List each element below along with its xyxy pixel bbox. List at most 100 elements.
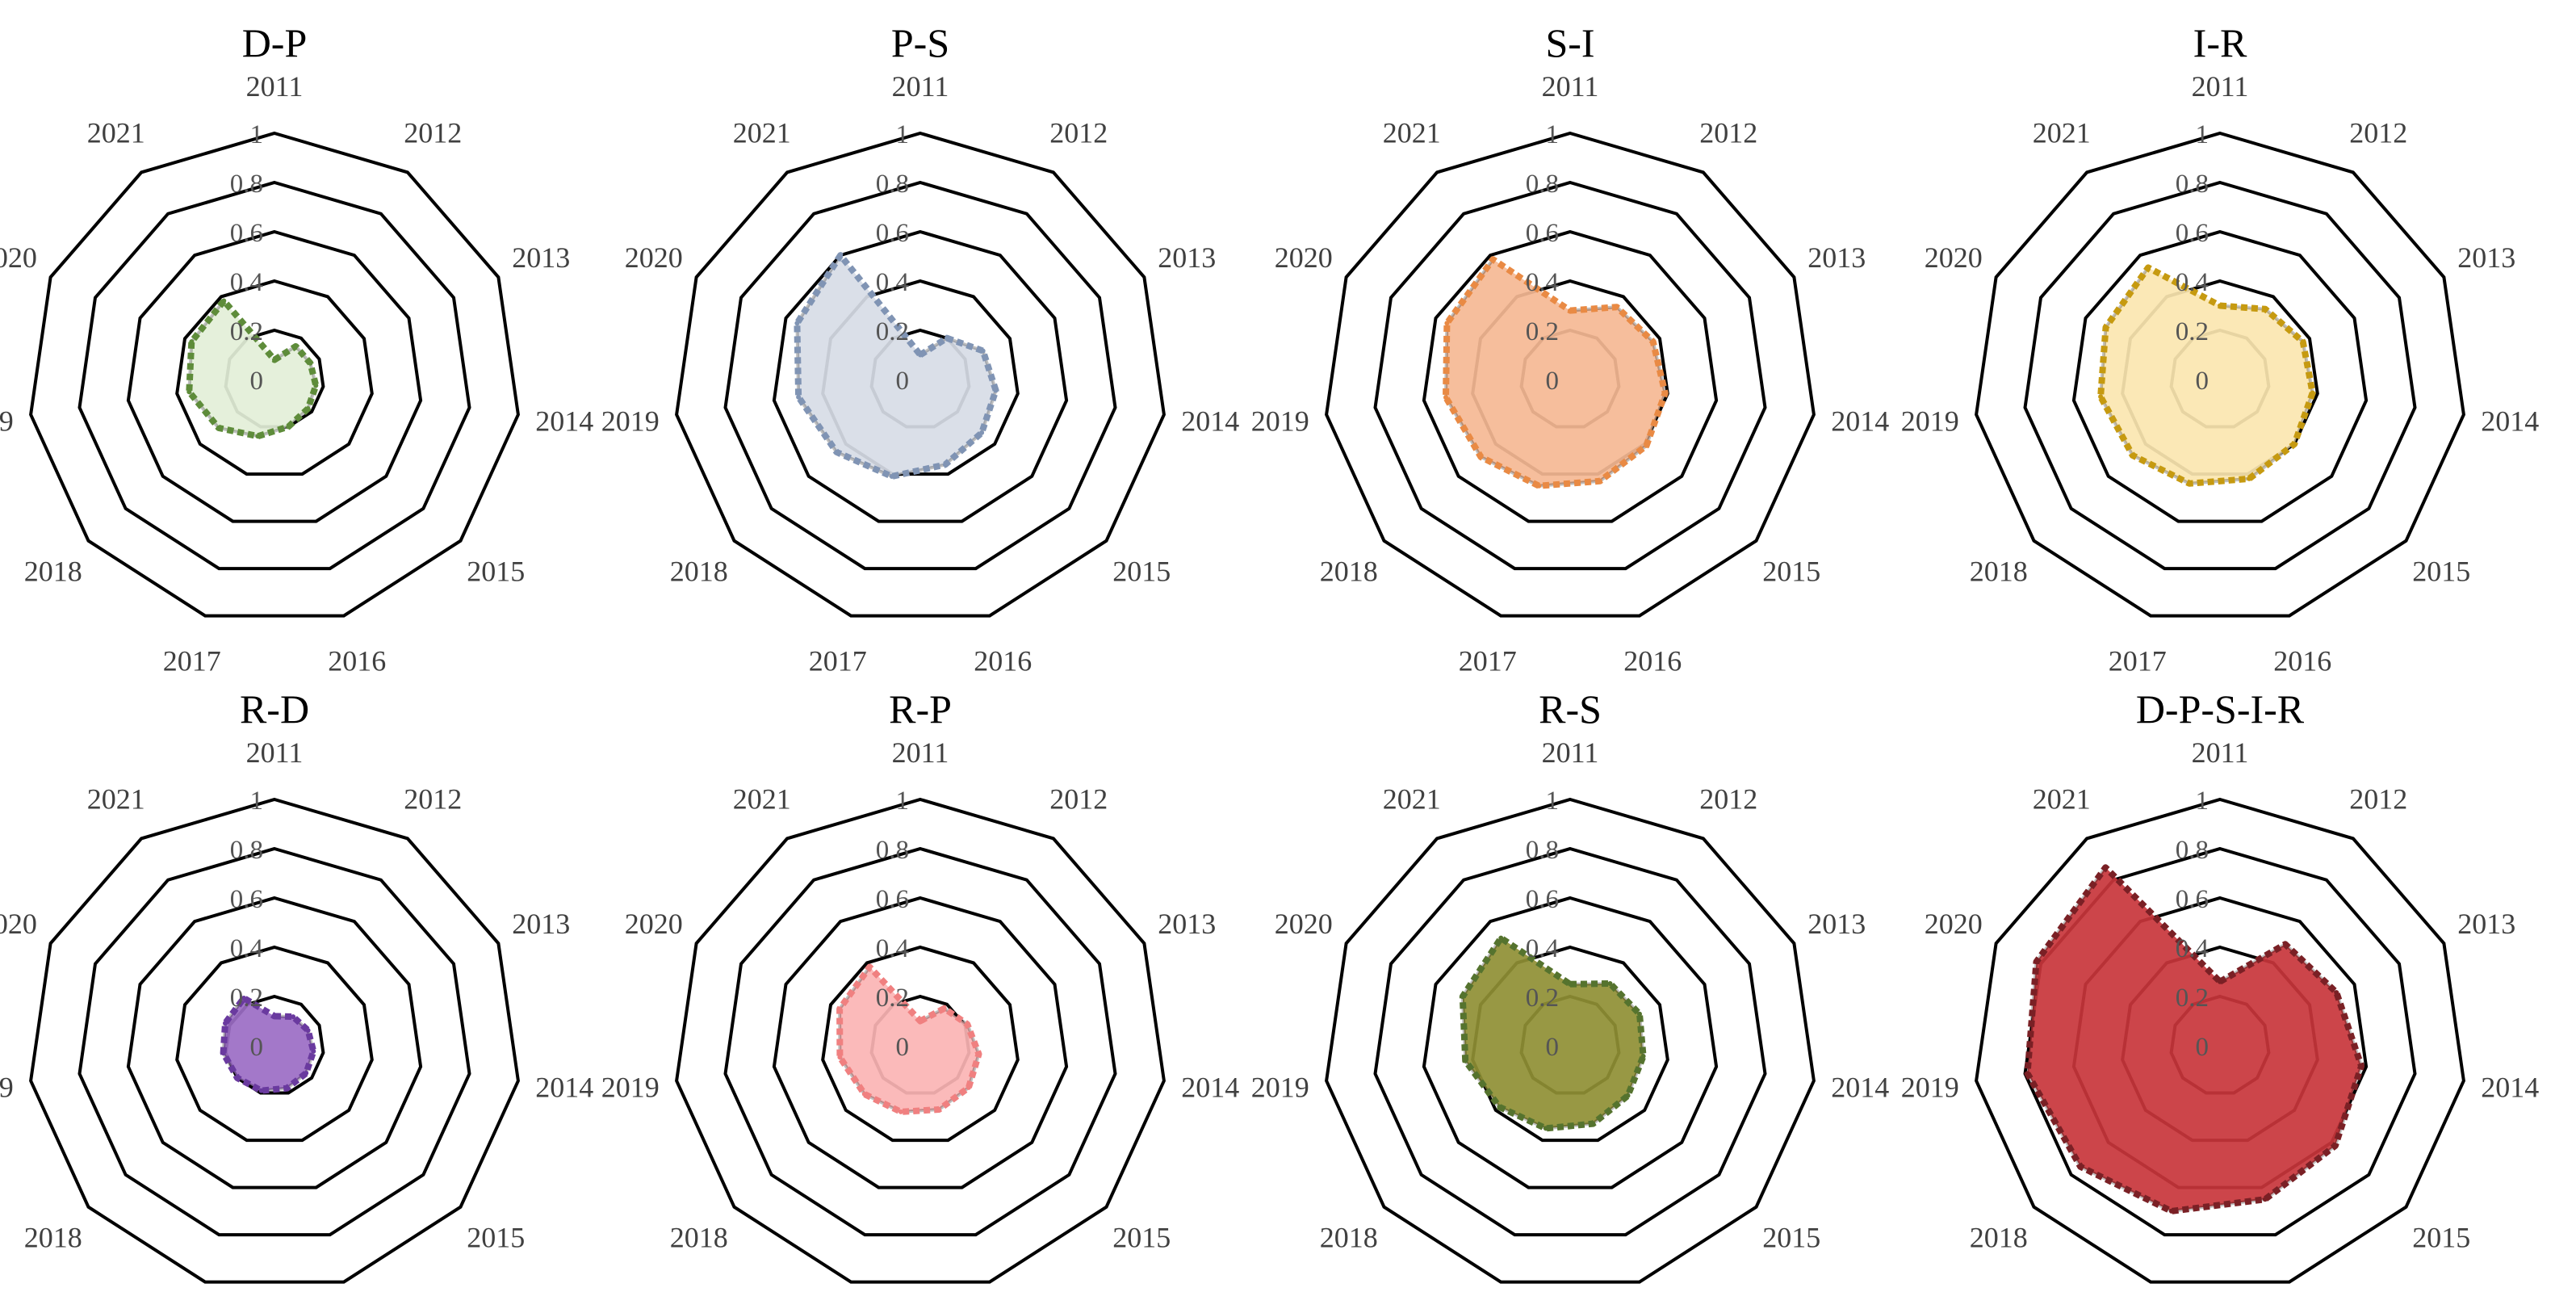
category-label-2020: 2020 [1925, 241, 1983, 274]
data-point-2011 [272, 1013, 277, 1019]
category-label-2020: 2020 [0, 241, 37, 274]
category-label-2021: 2021 [2033, 783, 2091, 816]
radar-panel-d-p: D-P 0 0.2 0.4 0.6 0.8 1 2011 2012 2013 2014 2015 201… [0, 20, 593, 677]
data-point-2021 [2103, 865, 2109, 870]
category-label-2021: 2021 [1383, 783, 1441, 816]
radial-tick-label: 0.8 [230, 836, 263, 865]
category-label-2012: 2012 [1699, 117, 1757, 149]
category-label-2011: 2011 [2192, 70, 2249, 103]
data-point-2016 [942, 462, 948, 468]
grid-ring-0-6 [772, 229, 1069, 523]
category-label-2021: 2021 [87, 117, 145, 149]
radial-tick-label: 0.6 [876, 219, 909, 248]
category-label-2013: 2013 [1158, 908, 1216, 940]
data-point-2021 [867, 964, 873, 970]
panel-title-r-s: R-S [1539, 686, 1602, 732]
radial-tick-label: 0.8 [1526, 170, 1559, 199]
data-point-2014 [1640, 1054, 1646, 1059]
data-point-2017 [898, 1109, 903, 1114]
grid-ring-0-6 [126, 229, 423, 523]
category-label-2019: 2019 [0, 405, 14, 438]
data-point-2018 [1478, 454, 1484, 459]
data-point-2016 [284, 1085, 290, 1091]
series-area-r-s [1462, 938, 1644, 1129]
category-label-2017: 2017 [163, 644, 221, 677]
category-label-2019: 2019 [1251, 405, 1309, 438]
data-point-2012 [945, 335, 949, 341]
category-label-2018: 2018 [1320, 556, 1378, 588]
category-label-2015: 2015 [1762, 1222, 1820, 1254]
data-point-2014 [2359, 1063, 2364, 1069]
radial-tick-label: 0.4 [1526, 934, 1559, 963]
category-label-2020: 2020 [1275, 908, 1333, 940]
series-outline-i-r [2097, 264, 2316, 487]
grid-ring-0-4 [821, 945, 1020, 1143]
data-point-2018 [861, 1091, 867, 1097]
radial-tick-label: 0.4 [230, 268, 263, 297]
grid-ring-0-8 [1373, 846, 1767, 1237]
data-point-2015 [1625, 1093, 1631, 1098]
data-point-2018 [216, 425, 221, 430]
data-point-2021 [2146, 265, 2151, 271]
category-label-2015: 2015 [1112, 1222, 1171, 1254]
series-area-d-p-s-i-r [2027, 867, 2362, 1211]
category-label-2020: 2020 [1925, 908, 1983, 940]
radial-tick-label: 0 [896, 367, 910, 396]
category-label-2016: 2016 [328, 644, 386, 677]
category-label-2015: 2015 [1762, 556, 1820, 588]
series-area-d-p [189, 300, 316, 437]
data-point-2014 [311, 1048, 316, 1054]
category-label-2013: 2013 [1807, 241, 1866, 274]
radar-panel-i-r: I-R 0 0.2 0.4 0.6 0.8 1 2011 2012 2013 2014 2015 201… [1901, 20, 2540, 677]
panel-title-p-s: P-S [891, 20, 949, 65]
radial-tick-label: 0 [896, 1033, 910, 1062]
data-point-2015 [2332, 1143, 2338, 1148]
radial-tick-label: 0 [2196, 367, 2209, 396]
data-point-2012 [1607, 981, 1613, 986]
data-point-2015 [1644, 443, 1649, 448]
radial-tick-label: 0 [1546, 1033, 1560, 1062]
radial-tick-label: 0.2 [876, 317, 909, 346]
grid-ring-1 [1325, 131, 1816, 618]
radial-tick-label: 0 [250, 1033, 264, 1062]
category-label-2015: 2015 [467, 556, 525, 588]
data-point-2014 [2310, 390, 2315, 396]
grid-ring-0-8 [77, 180, 471, 571]
data-point-2011 [918, 1018, 923, 1024]
series-outline-p-s [794, 252, 999, 480]
radial-tick-label: 0.6 [230, 885, 263, 914]
category-label-2021: 2021 [733, 117, 791, 149]
data-point-2015 [979, 430, 985, 435]
category-label-2012: 2012 [2349, 117, 2407, 149]
radial-tick-label: 0.6 [1526, 885, 1559, 914]
data-point-2011 [1568, 308, 1573, 313]
data-point-2020 [189, 339, 195, 345]
data-point-2015 [2292, 441, 2297, 447]
category-label-2019: 2019 [1251, 1072, 1309, 1104]
radial-tick-label: 1 [1546, 787, 1560, 816]
radial-tick-label: 0 [1546, 367, 1560, 396]
radar-panel-r-s: R-S 0 0.2 0.4 0.6 0.8 1 2011 2012 2013 2014 2015 201… [1251, 686, 1889, 1284]
radar-panel-d-p-s-i-r: D-P-S-I-R 0 0.2 0.4 0.6 0.8 1 2011 2012 2013 2014 2… [1901, 686, 2539, 1284]
radial-tick-label: 0 [2196, 1033, 2209, 1062]
category-label-2011: 2011 [2192, 736, 2249, 769]
grid-ring-0-8 [723, 180, 1117, 571]
radial-tick-label: 0.4 [2176, 268, 2209, 297]
series-outline-d-p [186, 297, 320, 440]
data-point-2019 [186, 389, 192, 395]
data-point-2019 [2025, 1071, 2030, 1076]
category-label-2019: 2019 [0, 1072, 14, 1104]
radial-tick-label: 1 [2196, 120, 2209, 149]
category-label-2015: 2015 [2412, 1222, 2470, 1254]
grid-ring-0-8 [723, 846, 1117, 1237]
panel-title-d-p-s-i-r: D-P-S-I-R [2136, 686, 2305, 732]
category-label-2018: 2018 [1970, 556, 2028, 588]
category-label-2013: 2013 [1807, 908, 1866, 940]
radial-tick-label: 1 [250, 787, 264, 816]
grid-ring-1 [1975, 797, 2465, 1284]
data-point-2013 [308, 360, 313, 366]
radial-tick-label: 0.8 [2176, 170, 2209, 199]
data-point-2018 [834, 449, 840, 455]
data-point-2020 [1460, 994, 1465, 1000]
radial-tick-label: 0.6 [2176, 219, 2209, 248]
